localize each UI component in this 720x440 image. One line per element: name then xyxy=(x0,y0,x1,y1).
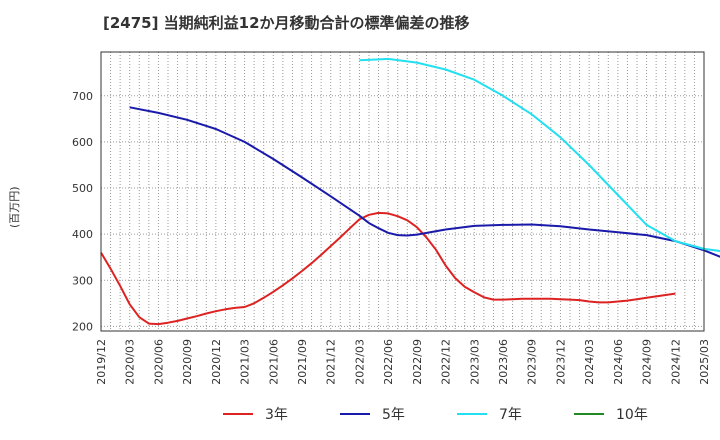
x-tick-label: 2023/03 xyxy=(468,339,481,385)
x-tick-label: 2024/12 xyxy=(669,339,682,385)
x-tick-label: 2020/12 xyxy=(210,339,223,385)
x-tick-label: 2019/12 xyxy=(95,339,108,385)
y-tick-label: 400 xyxy=(72,228,93,241)
x-tick-label: 2023/12 xyxy=(554,339,567,385)
x-tick-label: 2024/09 xyxy=(641,339,654,385)
y-tick-label: 500 xyxy=(72,182,93,195)
x-tick-label: 2021/09 xyxy=(296,339,309,385)
x-tick-label: 2020/09 xyxy=(181,339,194,385)
x-tick-label: 2024/06 xyxy=(612,339,625,385)
x-tick-label: 2021/06 xyxy=(267,339,280,385)
x-tick-label: 2021/03 xyxy=(239,339,252,385)
x-tick-label: 2022/09 xyxy=(411,339,424,385)
plot-area xyxy=(101,52,704,331)
x-tick-label: 2022/06 xyxy=(382,339,395,385)
series-lines xyxy=(100,57,720,326)
series-line-2 xyxy=(359,57,720,252)
legend-label-3: 10年 xyxy=(616,407,648,423)
legend-label-2: 7年 xyxy=(499,407,522,423)
x-tick-label: 2024/03 xyxy=(583,339,596,385)
y-tick-label: 700 xyxy=(72,90,93,103)
x-tick-label: 2022/12 xyxy=(440,339,453,385)
x-tick-label: 2022/03 xyxy=(353,339,366,385)
legend: 3年 5年 7年 10年 xyxy=(223,407,648,423)
legend-label-0: 3年 xyxy=(265,407,288,423)
y-tick-label: 600 xyxy=(72,136,93,149)
series-line-0 xyxy=(100,211,676,326)
y-tick-label: 200 xyxy=(72,320,93,333)
chart-title: [2475] 当期純利益12か月移動合計の標準偏差の推移 xyxy=(103,14,470,32)
x-tick-label: 2023/09 xyxy=(526,339,539,385)
y-tick-label: 300 xyxy=(72,274,93,287)
series-line-1 xyxy=(129,106,720,258)
legend-label-1: 5年 xyxy=(382,407,405,423)
x-tick-label: 2020/06 xyxy=(152,339,165,385)
x-tick-label: 2023/06 xyxy=(497,339,510,385)
plot-frame xyxy=(100,51,705,332)
x-tick-label: 2020/03 xyxy=(124,339,137,385)
x-tick-label: 2021/12 xyxy=(325,339,338,385)
y-axis-ticks: 200 300 400 500 600 700 xyxy=(72,90,93,334)
x-axis-ticks: 2019/12 2020/03 2020/06 2020/09 2020/12 2021/… xyxy=(95,339,711,385)
x-tick-label: 2025/03 xyxy=(698,339,711,385)
